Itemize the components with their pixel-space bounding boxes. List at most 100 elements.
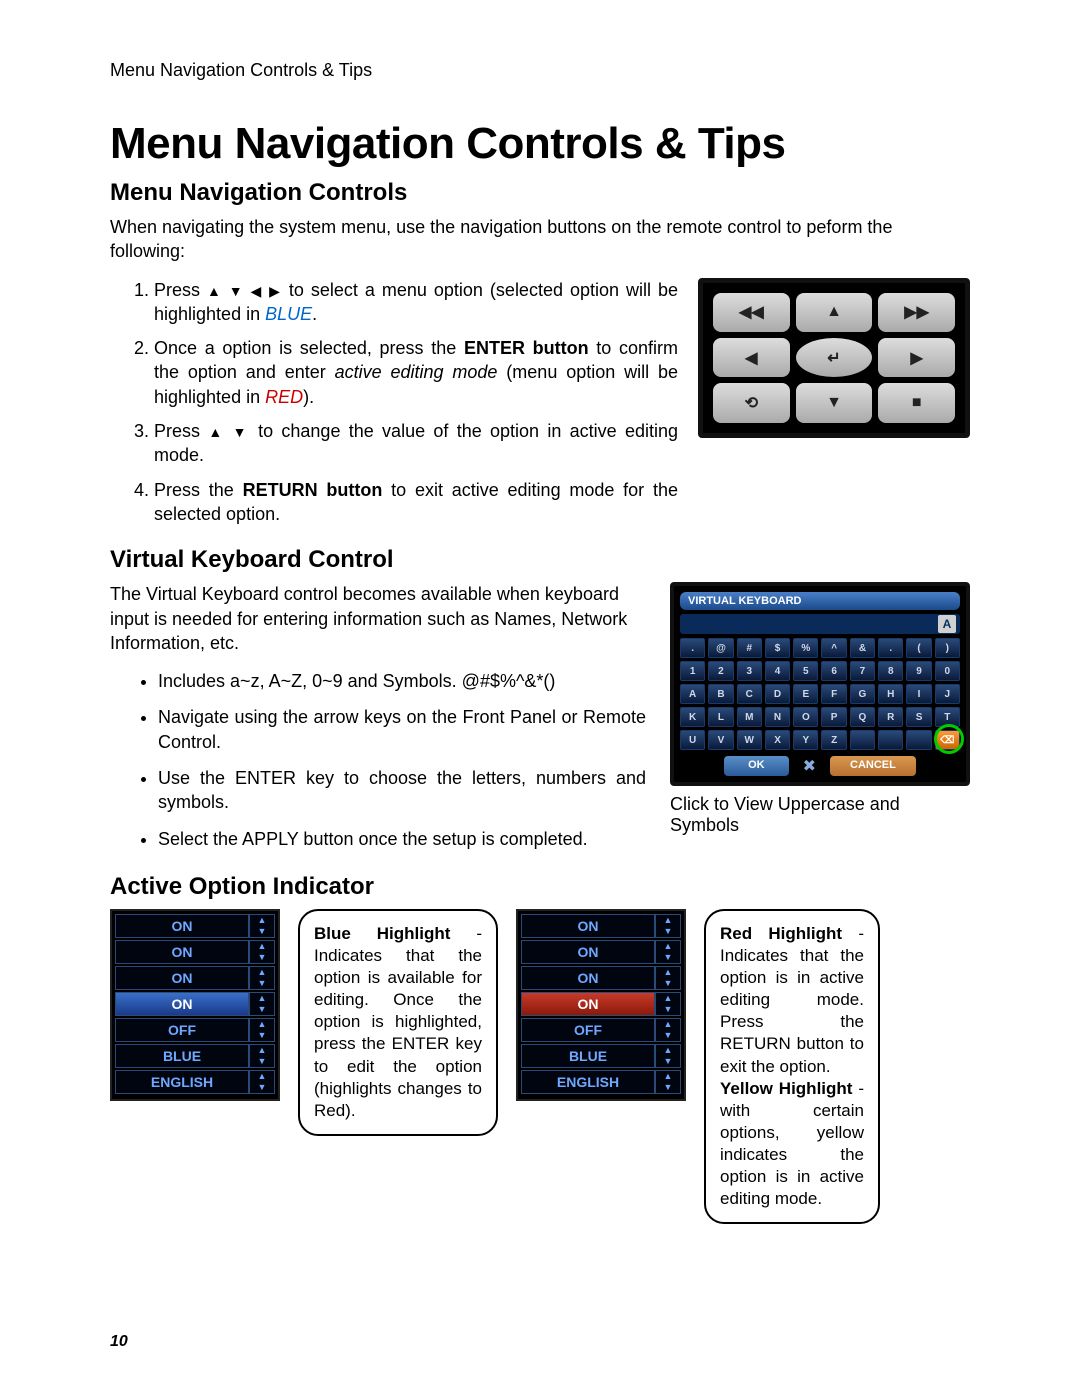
vk-key: J xyxy=(935,684,960,704)
vk-key: O xyxy=(793,707,818,727)
vk-input-field: A xyxy=(680,614,960,634)
vk-key: 7 xyxy=(850,661,875,681)
options-red-image: ON▲▼ON▲▼ON▲▼ON▲▼OFF▲▼BLUE▲▼ENGLISH▲▼ xyxy=(516,909,686,1101)
remote-control-image: ◀◀▲▶▶◀↵▶⟲▼■ xyxy=(698,278,970,438)
vk-key: 4 xyxy=(765,661,790,681)
remote-button: ▼ xyxy=(796,383,873,422)
spinner-icon: ▲▼ xyxy=(249,914,275,938)
spinner-icon: ▲▼ xyxy=(655,1018,681,1042)
option-value: ON xyxy=(115,940,249,964)
remote-button: ⟲ xyxy=(713,383,790,422)
vk-key: N xyxy=(765,707,790,727)
remote-button: ◀ xyxy=(713,338,790,377)
option-row: ON▲▼ xyxy=(115,992,275,1016)
vk-caption: Click to View Uppercase and Symbols xyxy=(670,794,970,836)
vk-ok-button: OK xyxy=(724,756,789,776)
blue-text: BLUE xyxy=(265,304,312,324)
vk-key: P xyxy=(821,707,846,727)
vk-key: R xyxy=(878,707,903,727)
vk-key: ( xyxy=(906,638,931,658)
vk-key: Z xyxy=(821,730,846,750)
vk-case-indicator: A xyxy=(938,615,956,633)
remote-button: ■ xyxy=(878,383,955,422)
option-row: BLUE▲▼ xyxy=(115,1044,275,1068)
vk-key: . xyxy=(878,638,903,658)
vk-key xyxy=(850,730,875,750)
vk-key: $ xyxy=(765,638,790,658)
option-value: BLUE xyxy=(115,1044,249,1068)
option-row: ON▲▼ xyxy=(521,914,681,938)
vk-key: H xyxy=(878,684,903,704)
spinner-icon: ▲▼ xyxy=(249,966,275,990)
remote-button: ▶▶ xyxy=(878,293,955,332)
vk-titlebar: VIRTUAL KEYBOARD xyxy=(680,592,960,610)
option-row: ENGLISH▲▼ xyxy=(521,1070,681,1094)
spinner-icon: ▲▼ xyxy=(249,1044,275,1068)
virtual-keyboard-image: VIRTUAL KEYBOARD A .@#$%^&.()1234567890A… xyxy=(670,582,970,786)
vk-key: U xyxy=(680,730,705,750)
option-row: ENGLISH▲▼ xyxy=(115,1070,275,1094)
option-value: ON xyxy=(521,914,655,938)
vk-key: 1 xyxy=(680,661,705,681)
step-2: Once a option is selected, press the ENT… xyxy=(154,336,678,409)
spinner-icon: ▲▼ xyxy=(655,1044,681,1068)
vk-key: F xyxy=(821,684,846,704)
vk-key: 6 xyxy=(821,661,846,681)
vk-key: @ xyxy=(708,638,733,658)
bullet-2: Navigate using the arrow keys on the Fro… xyxy=(158,705,646,754)
vk-key: S xyxy=(906,707,931,727)
bullet-1: Includes a~z, A~Z, 0~9 and Symbols. @#$%… xyxy=(158,669,646,693)
vk-key: 8 xyxy=(878,661,903,681)
highlight-circle-icon xyxy=(934,724,964,754)
vk-cancel-button: CANCEL xyxy=(830,756,916,776)
running-header: Menu Navigation Controls & Tips xyxy=(110,60,970,81)
vk-key: ) xyxy=(935,638,960,658)
remote-button: ◀◀ xyxy=(713,293,790,332)
option-value: ON xyxy=(115,914,249,938)
option-row: OFF▲▼ xyxy=(521,1018,681,1042)
page-number: 10 xyxy=(110,1333,128,1351)
bullet-3: Use the ENTER key to choose the letters,… xyxy=(158,766,646,815)
option-row: BLUE▲▼ xyxy=(521,1044,681,1068)
vk-key xyxy=(878,730,903,750)
vk-bullets: Includes a~z, A~Z, 0~9 and Symbols. @#$%… xyxy=(110,669,646,851)
spinner-icon: ▲▼ xyxy=(249,1018,275,1042)
bullet-4: Select the APPLY button once the setup i… xyxy=(158,827,646,851)
red-text: RED xyxy=(265,387,303,407)
page-title: Menu Navigation Controls & Tips xyxy=(110,119,970,169)
section2-intro: The Virtual Keyboard control becomes ava… xyxy=(110,582,646,655)
vk-key: & xyxy=(850,638,875,658)
option-value: BLUE xyxy=(521,1044,655,1068)
step-3: Press ▲ ▼ to change the value of the opt… xyxy=(154,419,678,468)
option-value: ON xyxy=(115,992,249,1016)
vk-key: D xyxy=(765,684,790,704)
vk-key xyxy=(906,730,931,750)
option-row: ON▲▼ xyxy=(521,966,681,990)
vk-key: 0 xyxy=(935,661,960,681)
spinner-icon: ▲▼ xyxy=(655,914,681,938)
vk-key: E xyxy=(793,684,818,704)
spinner-icon: ▲▼ xyxy=(655,940,681,964)
vk-key: ^ xyxy=(821,638,846,658)
spinner-icon: ▲▼ xyxy=(249,940,275,964)
option-row: OFF▲▼ xyxy=(115,1018,275,1042)
vk-key: 2 xyxy=(708,661,733,681)
option-value: ENGLISH xyxy=(521,1070,655,1094)
vk-key: K xyxy=(680,707,705,727)
vk-key: A xyxy=(680,684,705,704)
option-row: ON▲▼ xyxy=(115,914,275,938)
vk-key: 9 xyxy=(906,661,931,681)
spinner-icon: ▲▼ xyxy=(249,992,275,1016)
option-value: ENGLISH xyxy=(115,1070,249,1094)
vk-key: . xyxy=(680,638,705,658)
vk-key: 3 xyxy=(737,661,762,681)
section3-heading: Active Option Indicator xyxy=(110,873,970,901)
remote-button: ↵ xyxy=(796,338,873,377)
vk-key: B xyxy=(708,684,733,704)
close-icon: ✖ xyxy=(803,756,816,776)
option-row: ON▲▼ xyxy=(115,966,275,990)
arrow-icons: ▲ ▼ xyxy=(208,424,249,440)
option-value: ON xyxy=(521,992,655,1016)
remote-button: ▲ xyxy=(796,293,873,332)
vk-key: L xyxy=(708,707,733,727)
